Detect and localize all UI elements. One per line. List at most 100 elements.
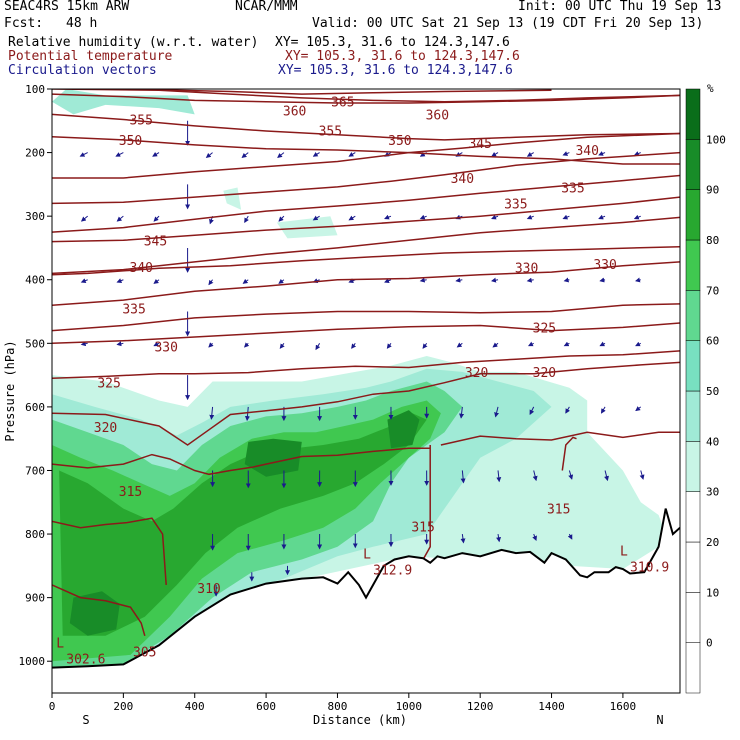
fcst-label: Fcst: — [4, 16, 44, 31]
theta-contour-340-10 — [52, 245, 680, 276]
theta-contour-315-21 — [561, 436, 577, 471]
vector-62 — [422, 343, 428, 349]
theta-label-27: 305 — [133, 646, 156, 661]
terrain — [52, 508, 680, 693]
vector-29 — [384, 214, 392, 220]
theta-label-8: 340 — [575, 144, 598, 159]
y-tick-label-1: 200 — [25, 147, 45, 160]
vector-60 — [351, 343, 357, 349]
vector-50 — [563, 277, 570, 283]
vector-105 — [567, 533, 573, 540]
vector-16 — [491, 151, 499, 157]
y-tick-label-3: 400 — [25, 274, 45, 287]
terrain-fill — [52, 508, 680, 693]
colorbar-tick-8: 80 — [706, 234, 719, 247]
rh-region-7 — [387, 410, 420, 449]
x-tick-label-2: 400 — [185, 700, 205, 713]
x-tick-label-4: 800 — [328, 700, 348, 713]
theta-contour-320-17 — [440, 431, 680, 446]
colorbar-cell-10 — [685, 139, 701, 190]
colorbar-tick-10: 100 — [706, 133, 726, 146]
vector-41 — [242, 278, 249, 284]
vector-91 — [532, 470, 538, 482]
valid-label: Valid: 00 UTC Sat 21 Sep 13 (19 CDT Fri … — [312, 16, 704, 31]
vector-68 — [635, 341, 641, 347]
theta-label-16: 335 — [122, 302, 145, 317]
rh-region-5 — [69, 591, 120, 636]
theta-contour-345-5 — [52, 132, 680, 179]
theta-label-15: 330 — [593, 258, 616, 273]
theta-label-3: 360 — [426, 108, 449, 123]
vector-9 — [241, 152, 249, 159]
rh-region-6 — [244, 438, 302, 477]
colorbar-cell-6 — [685, 340, 701, 392]
vector-78 — [529, 406, 535, 415]
colorbar-tick-6: 60 — [706, 335, 719, 348]
plot-frame — [51, 88, 681, 694]
colorbar-tick-5: 50 — [706, 385, 719, 398]
theta-contour-350-4 — [52, 135, 680, 165]
theta-label-2: 360 — [283, 105, 306, 120]
y-tick-label-9: 1000 — [19, 655, 46, 668]
colorbar-cell-0 — [685, 642, 701, 694]
theta-contours — [52, 89, 680, 637]
theta-contour-325-14 — [52, 350, 680, 380]
vector-94 — [639, 470, 645, 480]
fcst-value: 48 h — [66, 16, 98, 31]
theta-contour-315-16 — [52, 447, 431, 476]
colorbar-cell-8 — [685, 239, 701, 291]
field-vector-name: Circulation vectors — [8, 63, 157, 78]
low-marker-0: L — [56, 637, 64, 652]
theta-contour-355-3 — [52, 113, 680, 141]
model-label: SEAC4RS 15km ARW — [4, 0, 130, 14]
low-marker-1: L — [363, 548, 371, 563]
colorbar-tick-3: 30 — [706, 486, 719, 499]
x-tick-label-5: 1000 — [396, 700, 423, 713]
colorbar-cell-7 — [685, 290, 701, 341]
theta-label-9: 340 — [451, 172, 474, 187]
theta-contour-355-0 — [52, 93, 680, 104]
vector-46 — [419, 277, 427, 283]
center-label: NCAR/MMM — [235, 0, 298, 14]
low-value-0: 302.6 — [66, 653, 105, 668]
vector-42 — [278, 278, 285, 284]
colorbar-tick-7: 70 — [706, 284, 719, 297]
vector-47 — [455, 277, 463, 283]
vector-20 — [633, 151, 641, 156]
theta-label-23: 315 — [119, 485, 142, 500]
vector-64 — [492, 342, 499, 348]
y-tick-label-8: 900 — [25, 592, 45, 605]
vector-61 — [386, 343, 392, 349]
y-tick-label-6: 700 — [25, 464, 45, 477]
vector-33 — [526, 214, 534, 220]
rh-region-4 — [59, 413, 427, 636]
vector-52 — [635, 277, 641, 283]
vector-8 — [205, 152, 213, 159]
theta-label-6: 350 — [388, 134, 411, 149]
vector-67 — [599, 341, 606, 347]
theta-contour-335-11 — [52, 261, 680, 306]
vector-102 — [460, 533, 466, 544]
vector-32 — [491, 214, 499, 220]
vector-7 — [152, 151, 160, 157]
vector-89 — [460, 470, 466, 484]
contour-labels: 355 365 360 360 355 350 350 345 340 340 335 335 345 3… — [56, 96, 669, 668]
vector-80 — [600, 406, 606, 414]
rh-region-9 — [223, 187, 242, 210]
x-tick-label-7: 1400 — [538, 700, 565, 713]
theta-label-1: 365 — [331, 96, 354, 111]
y-tick-label-4: 500 — [25, 337, 45, 350]
theta-contour-365-2 — [123, 89, 552, 95]
vector-39 — [153, 278, 160, 284]
x-end-label: N — [656, 713, 663, 727]
vector-103 — [496, 533, 502, 543]
field-vector-xy: XY= 105.3, 31.6 to 124.3,147.6 — [278, 63, 513, 78]
vector-5 — [79, 152, 88, 157]
theta-label-21: 320 — [533, 366, 556, 381]
vector-10 — [277, 152, 285, 159]
vector-49 — [526, 277, 534, 283]
vector-104 — [532, 533, 537, 542]
y-tick-label-7: 800 — [25, 528, 45, 541]
theta-label-24: 315 — [411, 520, 434, 535]
vector-17 — [526, 151, 534, 157]
